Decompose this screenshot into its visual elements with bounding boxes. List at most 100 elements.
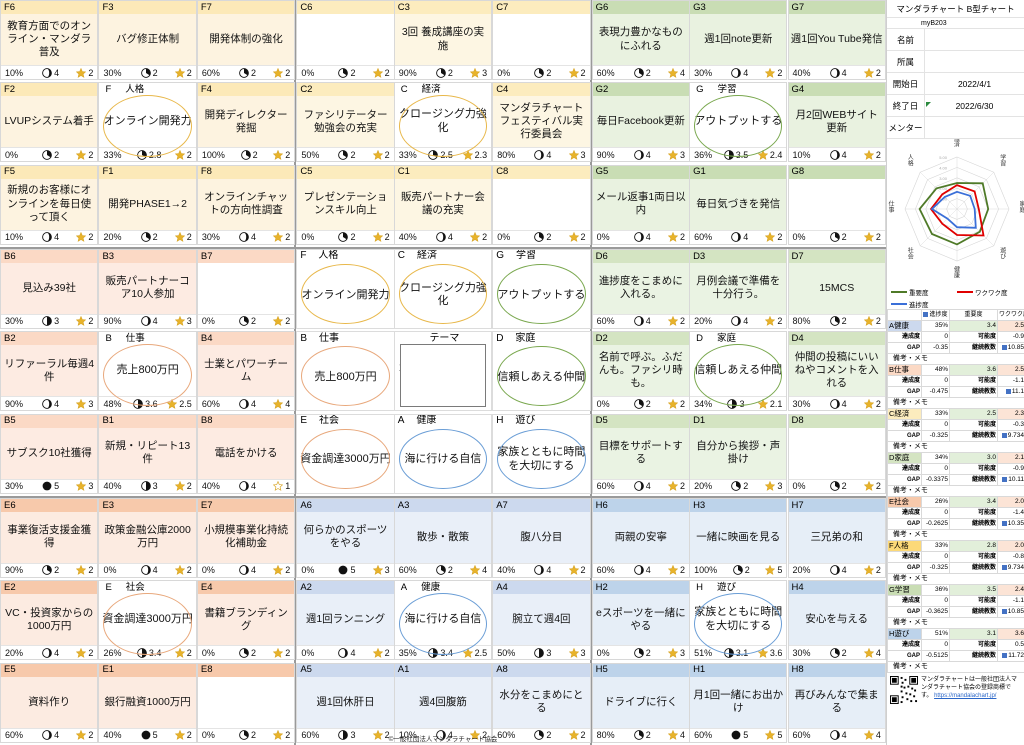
mandala-cell[interactable]: G2 毎日Facebook更新 90% 4 3 bbox=[591, 82, 691, 163]
center-cell-h[interactable]: H 遊び 家族とともに時間を大切にする bbox=[492, 413, 591, 494]
mandala-cell[interactable]: G6 表現力豊かなものにふれる 60% 2 4 bbox=[591, 0, 691, 80]
mandala-cell[interactable]: B8 電話をかける 40% 4 1 bbox=[196, 413, 296, 494]
field-value[interactable]: 2022/4/1 bbox=[957, 78, 992, 89]
memo-label[interactable]: 備考・メモ bbox=[886, 573, 1024, 585]
mandala-cell[interactable]: D3 月例会議で準備を十分行う。 20% 4 2 bbox=[689, 248, 788, 329]
mandala-cell[interactable]: F8 オンラインチャットの方向性調査 30% 4 2 bbox=[196, 164, 296, 245]
mandala-cell[interactable]: G8 0% 2 2 bbox=[787, 164, 887, 245]
mandala-cell[interactable]: F1 開発PHASE1→2 20% 2 2 bbox=[98, 164, 197, 245]
mandala-cell[interactable]: D1 自分から挨拶・声掛け 20% 2 3 bbox=[689, 413, 788, 494]
mandala-cell[interactable]: C2 ファシリテーター勉強会の充実 50% 2 2 bbox=[296, 82, 395, 163]
mandala-cell[interactable]: H4 安心を与える 30% 2 4 bbox=[787, 580, 887, 661]
mandala-cell[interactable]: D2 名前で呼ぶ。ふだんも。ファシリ時も。 0% 2 2 bbox=[591, 331, 691, 412]
stats-memo-row[interactable]: 備考・メモ bbox=[886, 617, 1024, 629]
mandala-cell[interactable]: G5 メール返事1両日以内 0% 4 2 bbox=[591, 164, 691, 245]
center-cell-a[interactable]: A 健康 海に行ける自信 bbox=[393, 413, 493, 494]
center-cell-b[interactable]: B 仕事 売上800万円 bbox=[296, 331, 395, 412]
mandala-cell[interactable]: E8 0% 2 2 bbox=[196, 662, 296, 743]
mandala-cell[interactable]: F3 バグ修正体制 30% 2 2 bbox=[98, 0, 197, 80]
mandala-cell[interactable]: B6 見込み39社 30% 3 2 bbox=[0, 248, 99, 329]
mandala-cell[interactable]: A4 腕立て週4回 50% 3 3 bbox=[492, 580, 591, 661]
mandala-cell[interactable]: B5 サブスク10社獲得 30% 5 3 bbox=[0, 413, 99, 494]
mandala-cell[interactable]: H2 eスポーツを一緒にやる 0% 2 3 bbox=[591, 580, 691, 661]
mandala-cell[interactable]: D7 15MCS 80% 2 2 bbox=[787, 248, 887, 329]
mandala-goal-cell[interactable]: G 学習 アウトプットする 36% 3.5 2.4 bbox=[689, 82, 788, 163]
mandala-cell[interactable]: A3 散歩・散策 60% 2 4 bbox=[393, 497, 493, 578]
field-value[interactable]: 2022/6/30 bbox=[925, 101, 1024, 111]
mandala-cell[interactable]: F6 教育方面でのオンライン・マンダラ普及 10% 4 2 bbox=[0, 0, 99, 80]
mandala-goal-cell[interactable]: C 経済 クロージング力強化 33% 2.5 2.3 bbox=[393, 82, 493, 163]
mandala-cell[interactable]: B4 士業とパワーチーム 60% 4 4 bbox=[196, 331, 296, 412]
center-cell-g[interactable]: G 学習 アウトプットする bbox=[492, 248, 591, 329]
center-cell-c[interactable]: C 経済 クロージング力強化 bbox=[393, 248, 493, 329]
center-cell-d[interactable]: D 家庭 信頼しあえる仲間 bbox=[492, 331, 591, 412]
mandala-cell[interactable]: D8 0% 2 2 bbox=[787, 413, 887, 494]
mandala-cell[interactable]: E2 VC・投資家からの1000万円 20% 4 2 bbox=[0, 580, 99, 661]
mandala-cell[interactable]: B2 リファーラル毎週4件 90% 4 3 bbox=[0, 331, 99, 412]
mandala-cell[interactable]: F4 開発ディレクター発掘 100% 2 2 bbox=[196, 82, 296, 163]
mandala-cell[interactable]: B1 新規・リピート13件 40% 3 2 bbox=[98, 413, 197, 494]
mandala-cell[interactable]: B7 0% 2 2 bbox=[196, 248, 296, 329]
mandala-cell[interactable]: A2 週1回ランニング 0% 4 2 bbox=[296, 580, 395, 661]
mandala-cell[interactable]: H1 月1回一緒にお出かけ 60% 5 5 bbox=[689, 662, 788, 743]
center-cell-e[interactable]: E 社会 資金調達3000万円 bbox=[296, 413, 395, 494]
mandala-cell[interactable]: C6 0% 2 2 bbox=[296, 0, 395, 80]
center-cell-f[interactable]: F 人格 オンライン開発力 bbox=[296, 248, 395, 329]
mandala-goal-cell[interactable]: B 仕事 売上800万円 48% 3.6 2.5 bbox=[98, 331, 197, 412]
mandala-cell[interactable]: E1 銀行融資1000万円 40% 5 2 bbox=[98, 662, 197, 743]
stats-memo-row[interactable]: 備考・メモ bbox=[886, 485, 1024, 497]
mandala-goal-cell[interactable]: H 遊び 家族とともに時間を大切にする 51% 3.1 3.6 bbox=[689, 580, 788, 661]
memo-label[interactable]: 備考・メモ bbox=[886, 485, 1024, 497]
mandala-goal-cell[interactable]: F 人格 オンライン開発力 33% 2.8 2 bbox=[98, 82, 197, 163]
mandala-cell[interactable]: H3 一緒に映画を見る 100% 2 5 bbox=[689, 497, 788, 578]
mandala-cell[interactable]: F5 新規のお客様にオンラインを毎日使って頂く 10% 4 2 bbox=[0, 164, 99, 245]
mandala-cell[interactable]: E4 書籍ブランディング 0% 2 2 bbox=[196, 580, 296, 661]
mandala-cell[interactable]: G3 週1回note更新 30% 4 2 bbox=[689, 0, 788, 80]
mandala-cell[interactable]: E3 政策金融公庫2000万円 0% 4 2 bbox=[98, 497, 197, 578]
stats-memo-row[interactable]: 備考・メモ bbox=[886, 441, 1024, 453]
memo-label[interactable]: 備考・メモ bbox=[886, 529, 1024, 541]
memo-label[interactable]: 備考・メモ bbox=[886, 441, 1024, 453]
center-theme-cell[interactable]: テーマ事業を軌道に乗せる bbox=[393, 331, 493, 412]
mandala-cell[interactable]: C3 3回 養成講座の実施 90% 2 3 bbox=[393, 0, 493, 80]
mandala-cell[interactable]: C4 マンダラチャートフェスティバル実行委員会 80% 4 3 bbox=[492, 82, 591, 163]
mandala-goal-cell[interactable]: A 健康 海に行ける自信 35% 3.4 2.5 bbox=[393, 580, 493, 661]
stats-memo-row[interactable]: 備考・メモ bbox=[886, 529, 1024, 541]
mandala-cell[interactable]: B3 販売パートナーコア10人参加 90% 4 3 bbox=[98, 248, 197, 329]
mandala-cell[interactable]: A6 何らかのスポーツをやる 0% 5 3 bbox=[296, 497, 395, 578]
qr-link[interactable]: https://mandalachart.jp/ bbox=[934, 693, 997, 700]
mandala-cell[interactable]: E6 事業復活支援金獲得 90% 2 2 bbox=[0, 497, 99, 578]
mandala-cell[interactable]: D6 進捗度をこまめに入れる。 60% 4 2 bbox=[591, 248, 691, 329]
memo-label[interactable]: 備考・メモ bbox=[886, 661, 1024, 673]
stats-memo-row[interactable]: 備考・メモ bbox=[886, 353, 1024, 365]
mandala-cell[interactable]: H7 三兄弟の和 20% 4 2 bbox=[787, 497, 887, 578]
mandala-cell[interactable]: F7 開発体制の強化 60% 2 2 bbox=[196, 0, 296, 80]
memo-label[interactable]: 備考・メモ bbox=[886, 617, 1024, 629]
mandala-cell[interactable]: D5 目標をサポートする 60% 4 2 bbox=[591, 413, 691, 494]
mandala-goal-cell[interactable]: E 社会 資金調達3000万円 26% 3.4 2 bbox=[98, 580, 197, 661]
mandala-cell[interactable]: C5 プレゼンテーションスキル向上 0% 2 2 bbox=[296, 164, 395, 245]
stats-memo-row[interactable]: 備考・メモ bbox=[886, 661, 1024, 673]
stats-memo-row[interactable]: 備考・メモ bbox=[886, 397, 1024, 409]
mandala-cell[interactable]: C8 0% 2 2 bbox=[492, 164, 591, 245]
mandala-cell[interactable]: E7 小規模事業化持続化補助金 0% 4 2 bbox=[196, 497, 296, 578]
memo-label[interactable]: 備考・メモ bbox=[886, 353, 1024, 365]
mandala-cell[interactable]: E5 資料作り 60% 4 2 bbox=[0, 662, 99, 743]
mandala-cell[interactable]: H5 ドライブに行く 80% 2 4 bbox=[591, 662, 691, 743]
mandala-cell[interactable]: A8 水分をこまめにとる 60% 2 2 bbox=[492, 662, 591, 743]
mandala-cell[interactable]: A5 週1回休肝日 60% 3 2 bbox=[296, 662, 395, 743]
mandala-cell[interactable]: H8 再びみんなで集まる 60% 4 4 bbox=[787, 662, 887, 743]
mandala-goal-cell[interactable]: D 家庭 信頼しあえる仲間 34% 3 2.1 bbox=[689, 331, 788, 412]
mandala-cell[interactable]: H6 両親の安寧 60% 4 2 bbox=[591, 497, 691, 578]
mandala-cell[interactable]: G4 月2回WEBサイト更新 10% 4 2 bbox=[787, 82, 887, 163]
mandala-cell[interactable]: C1 販売パートナー会議の充実 40% 4 2 bbox=[393, 164, 493, 245]
memo-label[interactable]: 備考・メモ bbox=[886, 397, 1024, 409]
mandala-cell[interactable]: G7 週1回You Tube発信 40% 4 2 bbox=[787, 0, 887, 80]
mandala-cell[interactable]: C7 0% 2 2 bbox=[492, 0, 591, 80]
mandala-cell[interactable]: D4 仲間の投稿にいいねやコメントを入れる 30% 4 2 bbox=[787, 331, 887, 412]
mandala-cell[interactable]: F2 LVUPシステム着手 0% 2 2 bbox=[0, 82, 99, 163]
mandala-cell[interactable]: A7 腹八分目 40% 4 2 bbox=[492, 497, 591, 578]
mandala-cell[interactable]: G1 毎日気づきを発信 60% 4 2 bbox=[689, 164, 788, 245]
stats-memo-row[interactable]: 備考・メモ bbox=[886, 573, 1024, 585]
mandala-cell[interactable]: A1 週4回腹筋 10% 4 2 bbox=[393, 662, 493, 743]
